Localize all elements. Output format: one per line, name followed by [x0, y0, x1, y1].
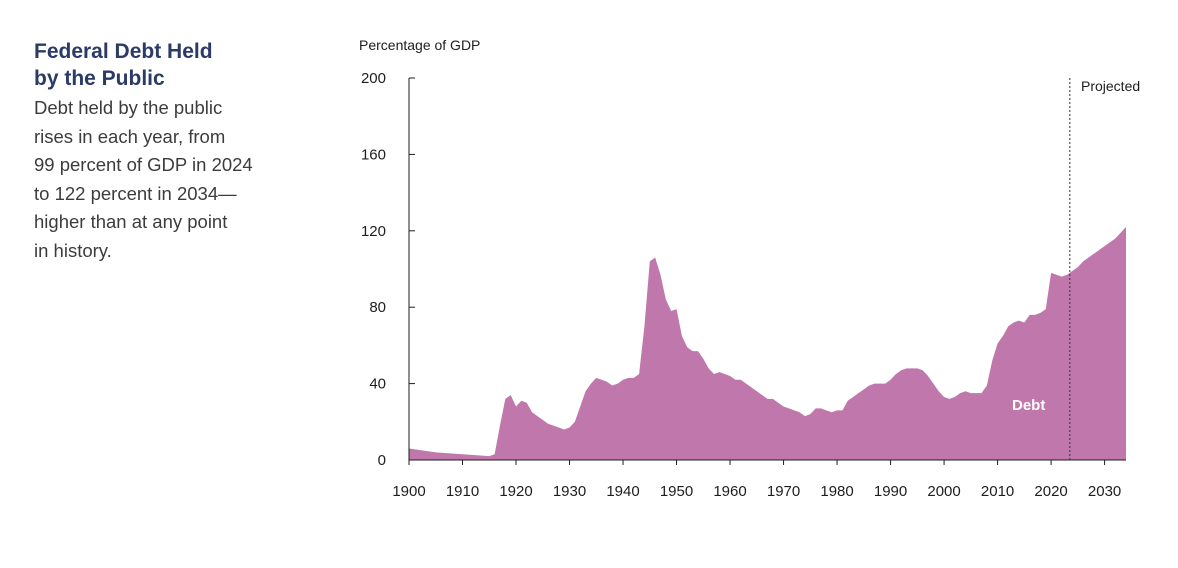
- sidebar: Federal Debt Held by the Public Debt hel…: [34, 38, 314, 265]
- y-tick-label: 0: [378, 452, 386, 469]
- y-tick-label: 80: [369, 299, 386, 316]
- projection-label: Projected: [1081, 78, 1140, 94]
- x-tick-labels: 1900 1910 1920 1930 1940 1950 1960 1970 1980 1990…: [392, 460, 1121, 500]
- y-tick-label: 40: [369, 376, 386, 393]
- y-tick-labels: 0 40 80 120 160 200: [361, 70, 415, 469]
- x-tick-label: 1930: [553, 483, 586, 500]
- x-tick-label: 1920: [499, 483, 532, 500]
- x-tick-label: 2020: [1034, 483, 1067, 500]
- x-tick-label: 1910: [446, 483, 479, 500]
- x-tick-label: 1980: [820, 483, 853, 500]
- x-tick-label: 2030: [1088, 483, 1121, 500]
- x-tick-label: 2010: [981, 483, 1014, 500]
- chart-description: Debt held by the public rises in each ye…: [34, 97, 253, 261]
- x-tick-label: 2000: [927, 483, 960, 500]
- x-tick-label: 1950: [660, 483, 693, 500]
- series-label-debt: Debt: [1012, 397, 1045, 414]
- y-axis-label: Percentage of GDP: [359, 37, 480, 53]
- y-tick-label: 200: [361, 70, 386, 87]
- x-tick-label: 1940: [606, 483, 639, 500]
- x-tick-label: 1970: [767, 483, 800, 500]
- x-tick-label: 1900: [392, 483, 425, 500]
- y-tick-label: 120: [361, 223, 386, 240]
- x-tick-label: 1960: [713, 483, 746, 500]
- x-tick-label: 1990: [874, 483, 907, 500]
- chart-title: Federal Debt Held by the Public: [34, 40, 213, 90]
- y-tick-label: 160: [361, 146, 386, 163]
- debt-area: [409, 226, 1126, 460]
